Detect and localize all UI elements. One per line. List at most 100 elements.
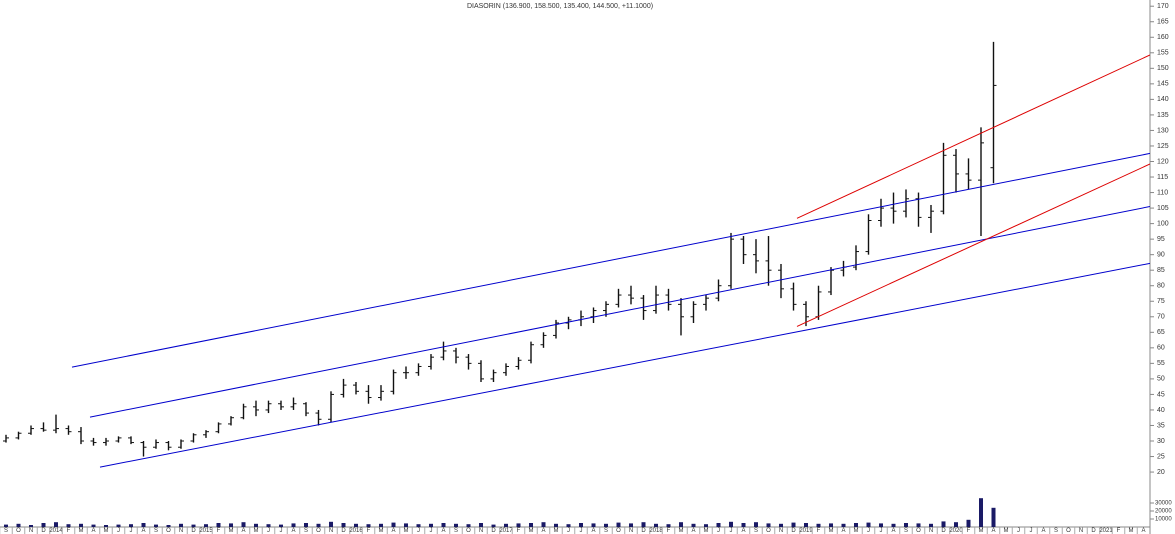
x-tick-label: J [867,528,870,534]
volume-bar [791,522,796,527]
volume-bar [254,523,258,527]
volume-bar [616,522,621,527]
volume-tick-label: 10000 [1155,517,1172,523]
x-tick-label: 2018 [649,528,663,534]
x-tick-label: O [616,528,621,534]
x-tick-label: F [1117,528,1121,534]
volume-bar [416,524,421,527]
volume-tick-label: 20000 [1155,509,1172,515]
volume-bar [679,522,683,527]
x-tick-label: N [29,528,33,534]
x-tick-label: N [329,528,333,534]
y-tick-label: 110 [1157,189,1168,196]
volume-tick-label: 30000 [1155,501,1172,507]
y-tick-label: 105 [1157,205,1169,212]
volume-bar [141,523,146,527]
volume-bar [566,524,571,527]
volume-bar [541,522,546,527]
x-tick-label: S [1054,528,1058,534]
trendline [796,54,1150,219]
y-tick-label: 55 [1157,360,1165,367]
volume-bar [804,523,808,527]
trendline [796,163,1150,327]
trendline [71,152,1150,368]
volume-bar [341,523,346,527]
volume-bar [191,524,196,527]
y-tick-label: 70 [1157,314,1165,321]
volume-bar [266,524,271,527]
trendline [99,262,1150,468]
volume-bar [816,523,821,527]
volume-bar [379,523,383,527]
volume-bar [579,523,583,527]
x-tick-label: J [567,528,570,534]
y-tick-label: 65 [1157,329,1165,336]
volume-bar [716,523,721,527]
volume-bar [391,522,396,527]
x-tick-label: M [554,528,559,534]
x-tick-label: D [191,528,196,534]
x-tick-label: J [280,528,283,534]
x-tick-label: D [41,528,46,534]
volume-bar [916,523,921,527]
x-tick-label: N [629,528,633,534]
x-tick-label: J [430,528,433,534]
x-tick-label: 2021 [1099,528,1113,534]
x-tick-label: 2014 [49,528,63,534]
volume-bar [779,523,783,527]
y-tick-label: 25 [1157,453,1165,460]
x-tick-label: O [1066,528,1071,534]
x-tick-label: D [491,528,496,534]
x-tick-label: O [466,528,471,534]
y-tick-label: 160 [1157,34,1169,41]
volume-bar [516,523,521,527]
volume-bar [366,524,371,527]
volume-bar [691,523,696,527]
x-tick-label: A [1141,528,1145,534]
x-tick-label: J [267,528,270,534]
x-tick-label: N [1079,528,1083,534]
x-tick-label: J [717,528,720,534]
volume-bar [179,523,183,527]
y-tick-label: 45 [1157,391,1165,398]
y-tick-label: 125 [1157,143,1169,150]
x-tick-label: F [667,528,671,534]
volume-bar [241,522,246,527]
chart-title: DIASORIN (136.900, 158.500, 135.400, 144… [467,3,653,10]
x-tick-label: J [1030,528,1033,534]
volume-bar [879,523,883,527]
plot-area [3,41,1150,468]
volume-bar [16,523,21,527]
x-tick-label: 2017 [499,528,513,534]
x-tick-label: O [766,528,771,534]
volume-bar [666,524,671,527]
x-tick-label: F [217,528,221,534]
volume-bar [4,524,8,527]
volume-bar [41,523,46,527]
y-tick-label: 75 [1157,298,1165,305]
volume-bar [904,523,908,527]
volume-bar [754,522,758,527]
volume-bar [316,523,321,527]
x-tick-label: A [91,528,95,534]
x-tick-label: D [941,528,946,534]
y-tick-label: 80 [1157,283,1165,290]
volume-bar [216,523,221,527]
x-tick-label: A [141,528,145,534]
x-tick-label: J [730,528,733,534]
x-tick-label: J [1017,528,1020,534]
x-tick-label: J [880,528,883,534]
volume-bar [454,523,458,527]
y-tick-label: 60 [1157,345,1165,352]
x-tick-label: F [967,528,971,534]
y-tick-label: 50 [1157,376,1165,383]
x-tick-label: J [117,528,120,534]
volume-bar [166,525,171,527]
x-tick-label: M [104,528,109,534]
y-tick-label: 90 [1157,252,1165,259]
volume-bar [829,523,833,527]
x-tick-label: M [79,528,84,534]
x-tick-label: S [604,528,608,534]
